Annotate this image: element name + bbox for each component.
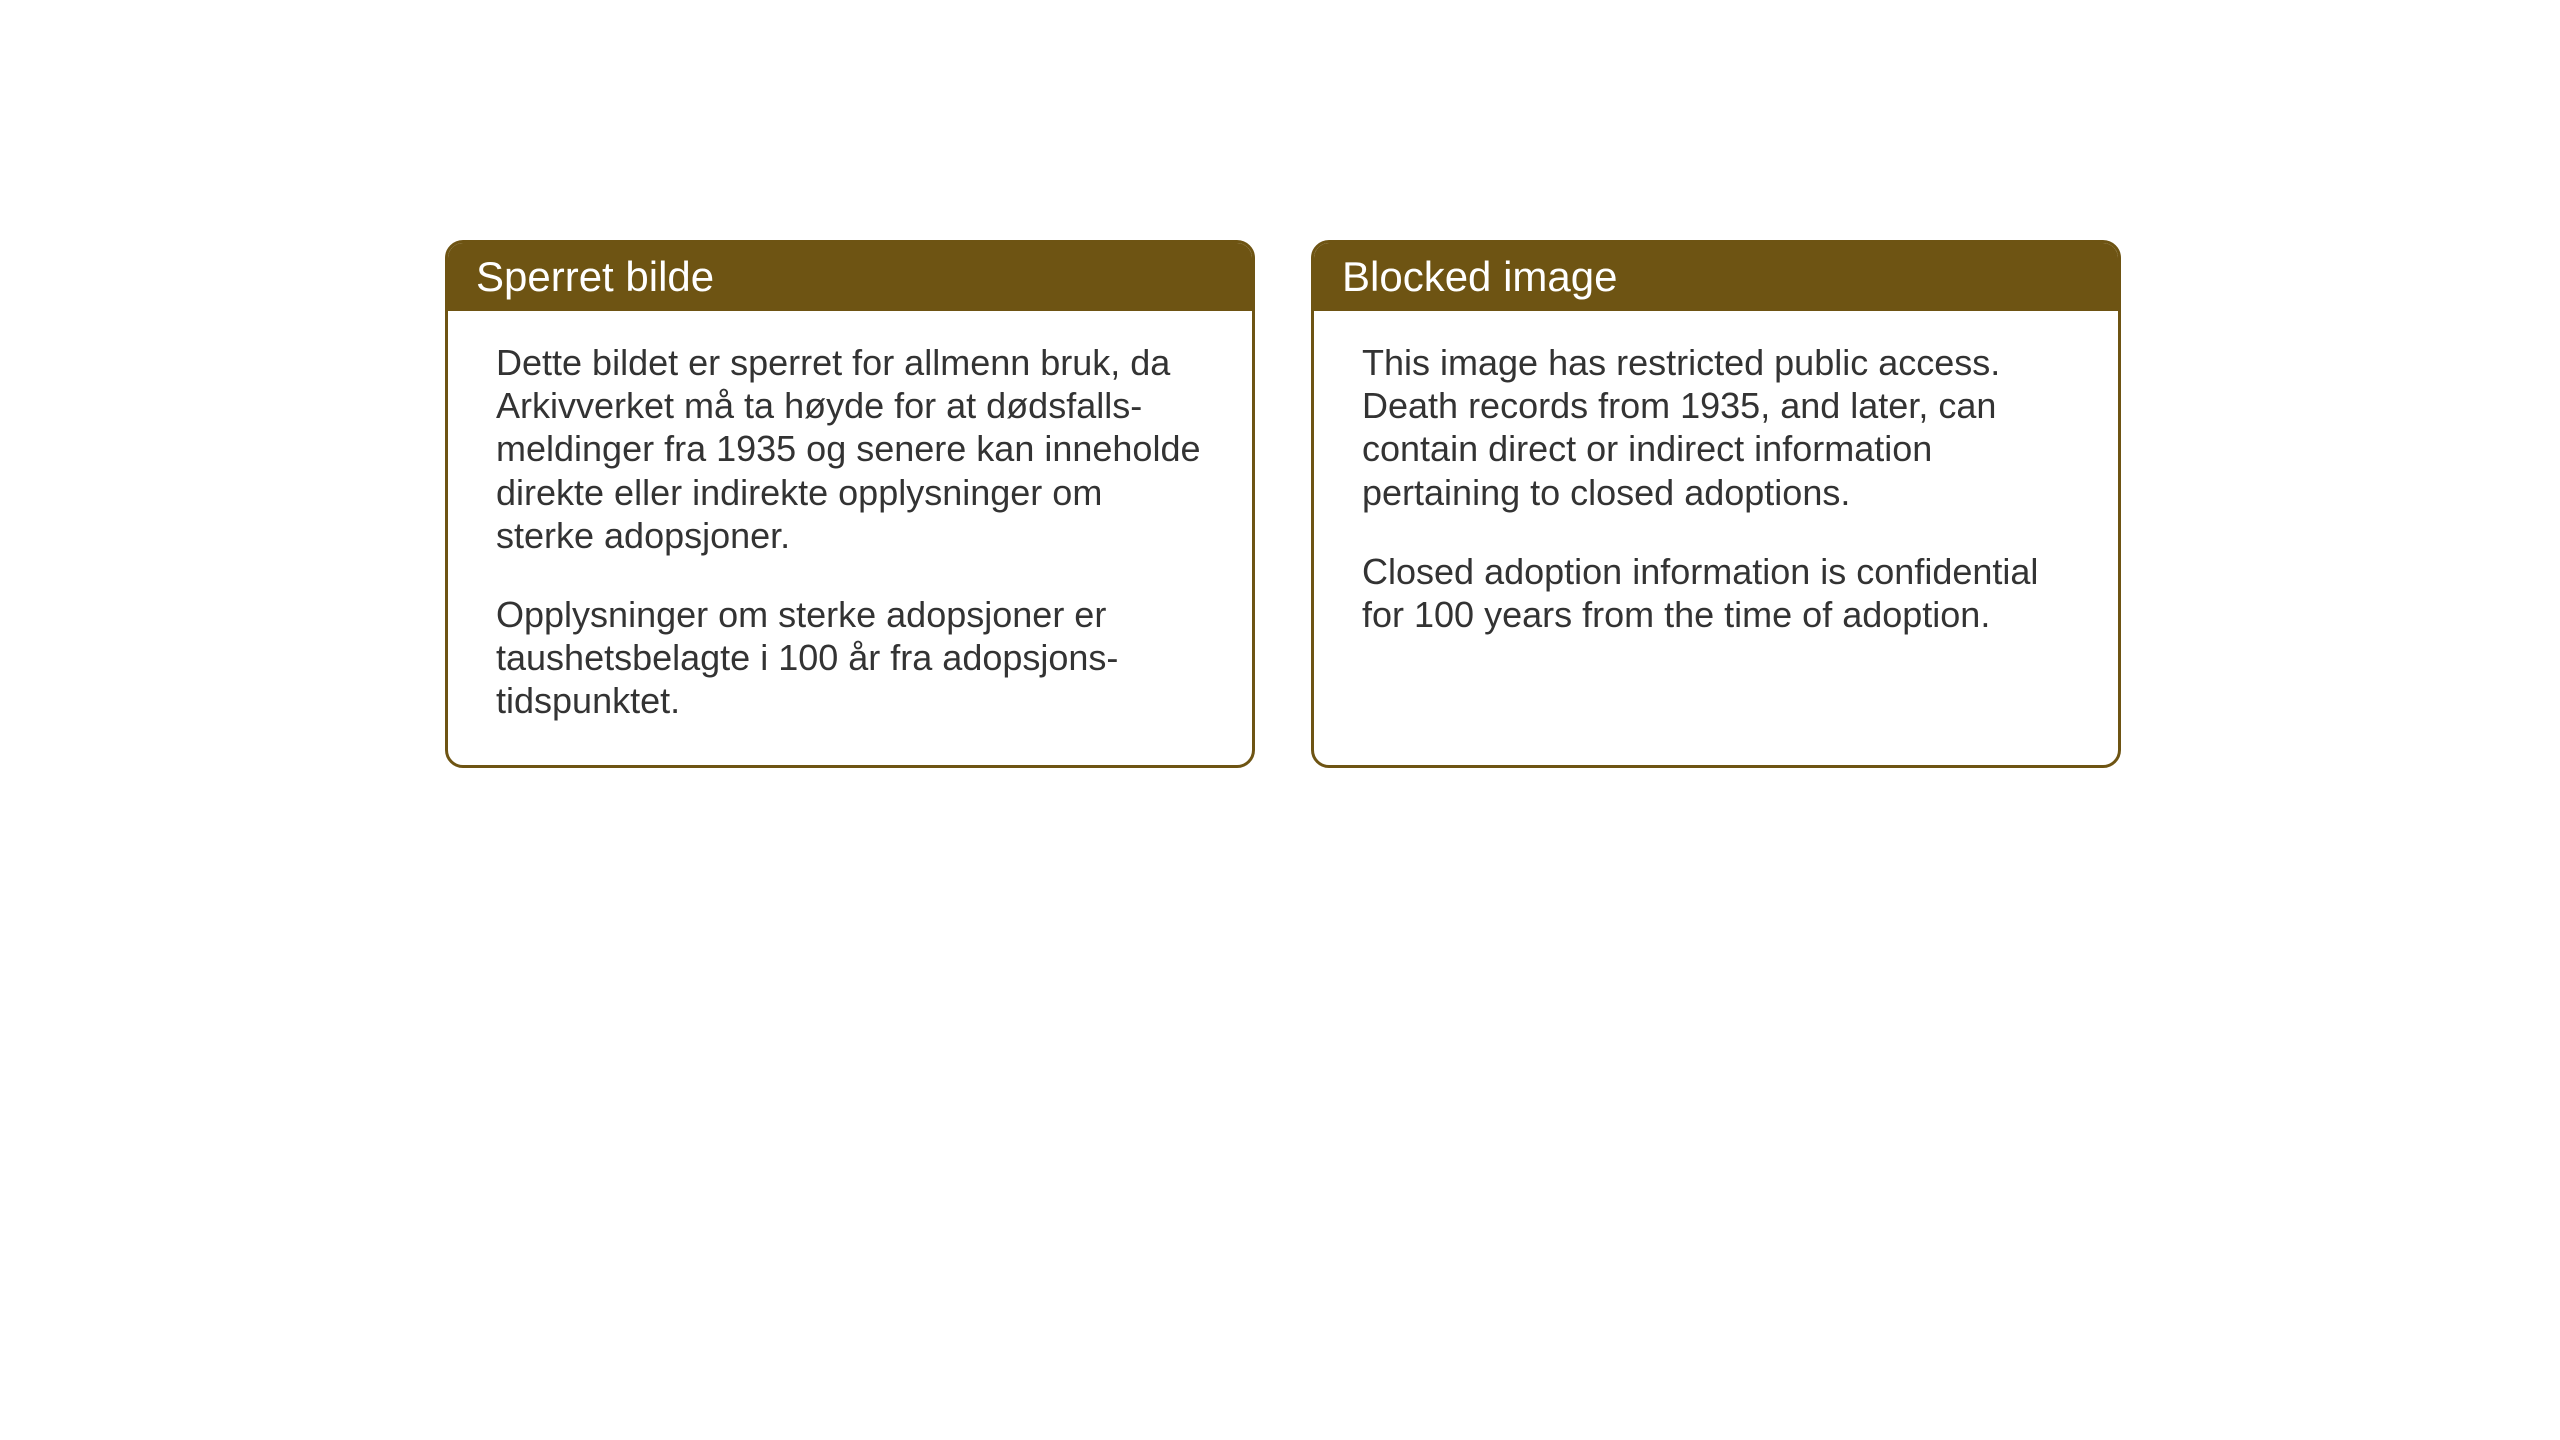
norwegian-notice-card: Sperret bilde Dette bildet er sperret fo…: [445, 240, 1255, 768]
norwegian-paragraph-2: Opplysninger om sterke adopsjoner er tau…: [496, 593, 1204, 723]
english-card-title: Blocked image: [1314, 243, 2118, 311]
norwegian-paragraph-1: Dette bildet er sperret for allmenn bruk…: [496, 341, 1204, 557]
english-card-body: This image has restricted public access.…: [1314, 311, 2118, 678]
norwegian-card-body: Dette bildet er sperret for allmenn bruk…: [448, 311, 1252, 765]
notice-container: Sperret bilde Dette bildet er sperret fo…: [445, 240, 2121, 768]
english-paragraph-2: Closed adoption information is confident…: [1362, 550, 2070, 636]
english-notice-card: Blocked image This image has restricted …: [1311, 240, 2121, 768]
english-paragraph-1: This image has restricted public access.…: [1362, 341, 2070, 514]
norwegian-card-title: Sperret bilde: [448, 243, 1252, 311]
